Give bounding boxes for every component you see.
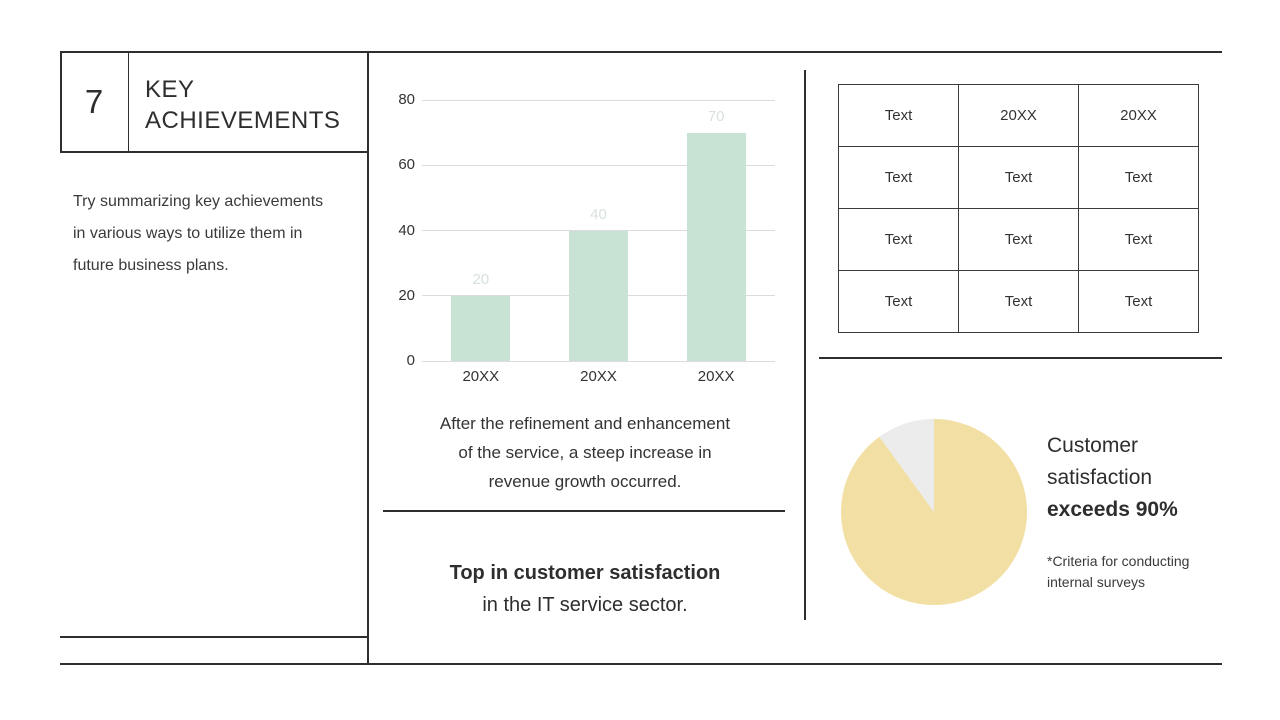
bar-value-label-2: 40 [590,205,607,223]
page-title-line-1: KEY [145,76,195,103]
gridline-60 [422,164,775,166]
page-title: KEY ACHIEVEMENTS [145,74,365,136]
header-box-left-border [60,52,62,152]
bar-2 [569,230,628,361]
table-cell-r4c1: Text [838,270,959,333]
pie-footnote-line-2: internal surveys [1047,574,1146,590]
pie-caption-line-bold: exceeds 90% [1047,498,1178,521]
table-cell-r2c2: Text [958,146,1079,209]
achievement-statement: Top in customer satisfaction in the IT s… [385,557,785,621]
left-middle-divider [367,52,369,665]
data-table-body: Text 20XX 20XX Text Text Text Text Text Text Text… [838,84,1199,333]
customer-satisfaction-pie-chart [841,419,1028,605]
table-cell-r1c1: Text [838,84,959,147]
data-table: Text 20XX 20XX Text Text Text Text Text Text Text… [838,84,1199,333]
y-tick-label-20: 20 [398,286,415,304]
revenue-bar-chart: 0 20 40 60 80 20 20XX 40 20XX 70 20XX [385,90,790,390]
table-cell-r3c1: Text [838,208,959,271]
middle-right-divider [804,70,806,620]
intro-line-3: future business plans. [73,257,229,274]
intro-text: Try summarizing key achievements in vari… [73,186,368,282]
middle-separator-rule [383,510,785,512]
chart-caption: After the refinement and enhancement of … [385,409,785,496]
x-category-label-1: 20XX [462,368,500,385]
left-panel-bottom-rule [60,636,367,638]
under-table-rule [819,357,1222,359]
page-title-line-2: ACHIEVEMENTS [145,107,341,134]
pie-footnote: *Criteria for conducting internal survey… [1047,551,1189,593]
table-cell-r1c2: 20XX [958,84,1079,147]
table-cell-r1c3: 20XX [1078,84,1199,147]
achievement-statement-regular: in the IT service sector. [482,594,688,616]
y-tick-label-60: 60 [398,156,415,174]
y-tick-label-80: 80 [398,91,415,108]
table-row-2: Text Text Text [838,146,1199,209]
pie-footnote-line-1: *Criteria for conducting [1047,553,1190,569]
bar-value-label-3: 70 [707,107,725,125]
table-cell-r3c2: Text [958,208,1079,271]
x-category-label-2: 20XX [580,368,617,385]
table-row-1: Text 20XX 20XX [838,84,1199,147]
chart-caption-line-2: of the service, a steep increase in [458,443,712,462]
table-cell-r4c3: Text [1078,270,1199,333]
table-cell-r2c3: Text [1078,146,1199,209]
pie-caption-line-2: satisfaction [1047,466,1153,489]
gridline-80 [422,99,775,101]
table-cell-r3c3: Text [1078,208,1199,271]
gridline-0 [422,360,775,362]
y-tick-label-0: 0 [406,352,415,369]
pie-caption: Customer satisfaction exceeds 90% [1047,430,1178,526]
table-cell-r4c2: Text [958,270,1079,333]
bar-1 [451,295,511,361]
bar-value-label-1: 20 [472,270,490,288]
header-box-bottom-border [60,151,367,153]
page-number: 7 [84,83,104,120]
header-number-divider [128,52,129,152]
pie-slice-remainder [879,419,934,512]
intro-line-2: in various ways to utilize them in [73,225,303,242]
top-rule [60,51,1222,53]
bottom-rule [60,663,1222,665]
table-cell-r2c1: Text [838,146,959,209]
bar-3 [686,132,746,361]
pie-slice-customer-satisfaction [841,419,1028,605]
chart-caption-line-1: After the refinement and enhancement [439,414,731,433]
x-category-label-3: 20XX [697,368,735,385]
y-tick-label-40: 40 [398,221,415,239]
achievement-statement-bold: Top in customer satisfaction [449,562,721,584]
pie-caption-line-1: Customer [1047,434,1139,457]
table-row-3: Text Text Text [838,208,1199,271]
chart-caption-line-3: revenue growth occurred. [488,472,682,491]
table-row-4: Text Text Text [838,270,1199,333]
intro-line-1: Try summarizing key achievements [73,193,324,210]
